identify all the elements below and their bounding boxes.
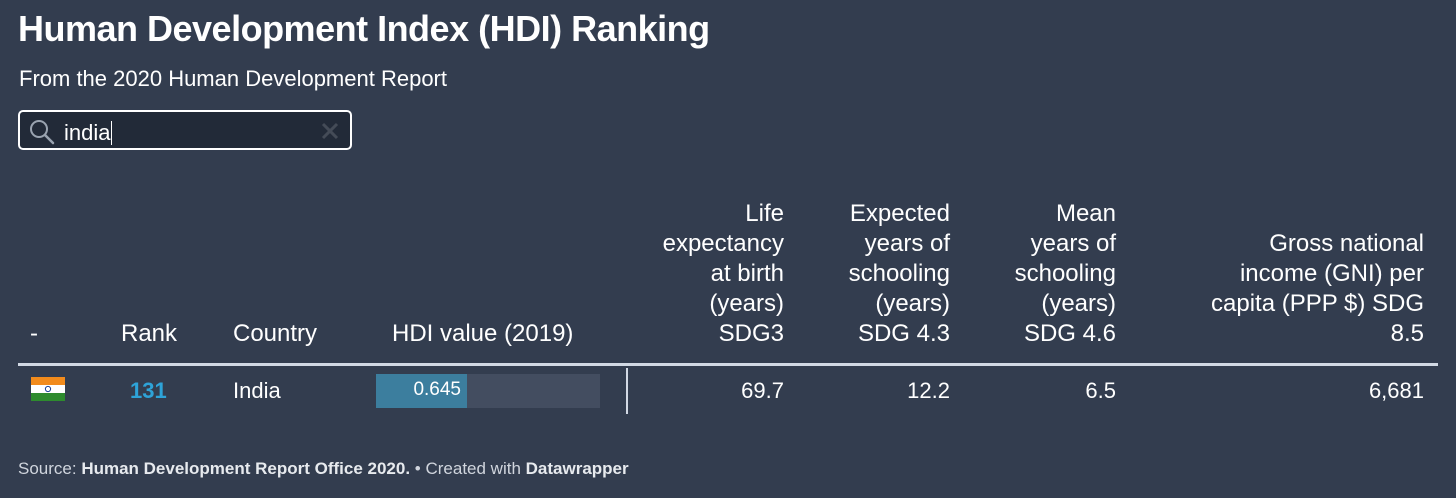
expected-schooling-value: 12.2 xyxy=(907,378,950,403)
chart-title: Human Development Index (HDI) Ranking xyxy=(18,8,710,49)
datawrapper-link[interactable]: Datawrapper xyxy=(525,459,629,478)
column-header-expected-schooling[interactable]: Expected years of schooling (years) SDG … xyxy=(848,200,950,347)
india-flag-icon xyxy=(31,377,65,401)
source-prefix: Source: xyxy=(18,459,82,478)
country-name: India xyxy=(233,378,281,403)
mean-schooling-value: 6.5 xyxy=(1085,378,1116,403)
column-header-flag: - xyxy=(30,320,38,347)
column-header-country[interactable]: Country xyxy=(233,320,318,347)
footer: Source: Human Development Report Office … xyxy=(18,459,629,479)
search-value[interactable]: india xyxy=(64,120,113,145)
search-icon xyxy=(28,118,56,151)
column-header-mean-schooling[interactable]: Mean years of schooling (years) SDG 4.6 xyxy=(1014,200,1116,347)
column-header-life-expectancy[interactable]: Life expectancy at birth (years) SDG3 xyxy=(662,200,784,347)
hdi-bar-fill: 0.645 xyxy=(376,374,467,408)
close-icon[interactable] xyxy=(320,121,340,146)
gni-value: 6,681 xyxy=(1368,378,1424,403)
hdi-bar: 0.645 xyxy=(376,374,600,408)
created-prefix: • Created with xyxy=(410,459,526,478)
header-divider xyxy=(18,363,1438,366)
chart-subtitle: From the 2020 Human Development Report xyxy=(19,66,447,91)
source-link[interactable]: Human Development Report Office 2020. xyxy=(81,459,411,478)
column-header-gni[interactable]: Gross national income (GNI) per capita (… xyxy=(1211,230,1424,347)
life-expectancy-value: 69.7 xyxy=(741,378,784,403)
rank-value: 131 xyxy=(130,378,167,403)
hdi-value: 0.645 xyxy=(413,379,461,400)
column-header-hdi[interactable]: HDI value (2019) xyxy=(392,320,574,347)
column-divider xyxy=(626,368,628,414)
search-input[interactable]: india xyxy=(18,110,352,150)
column-header-rank[interactable]: Rank xyxy=(121,320,178,347)
